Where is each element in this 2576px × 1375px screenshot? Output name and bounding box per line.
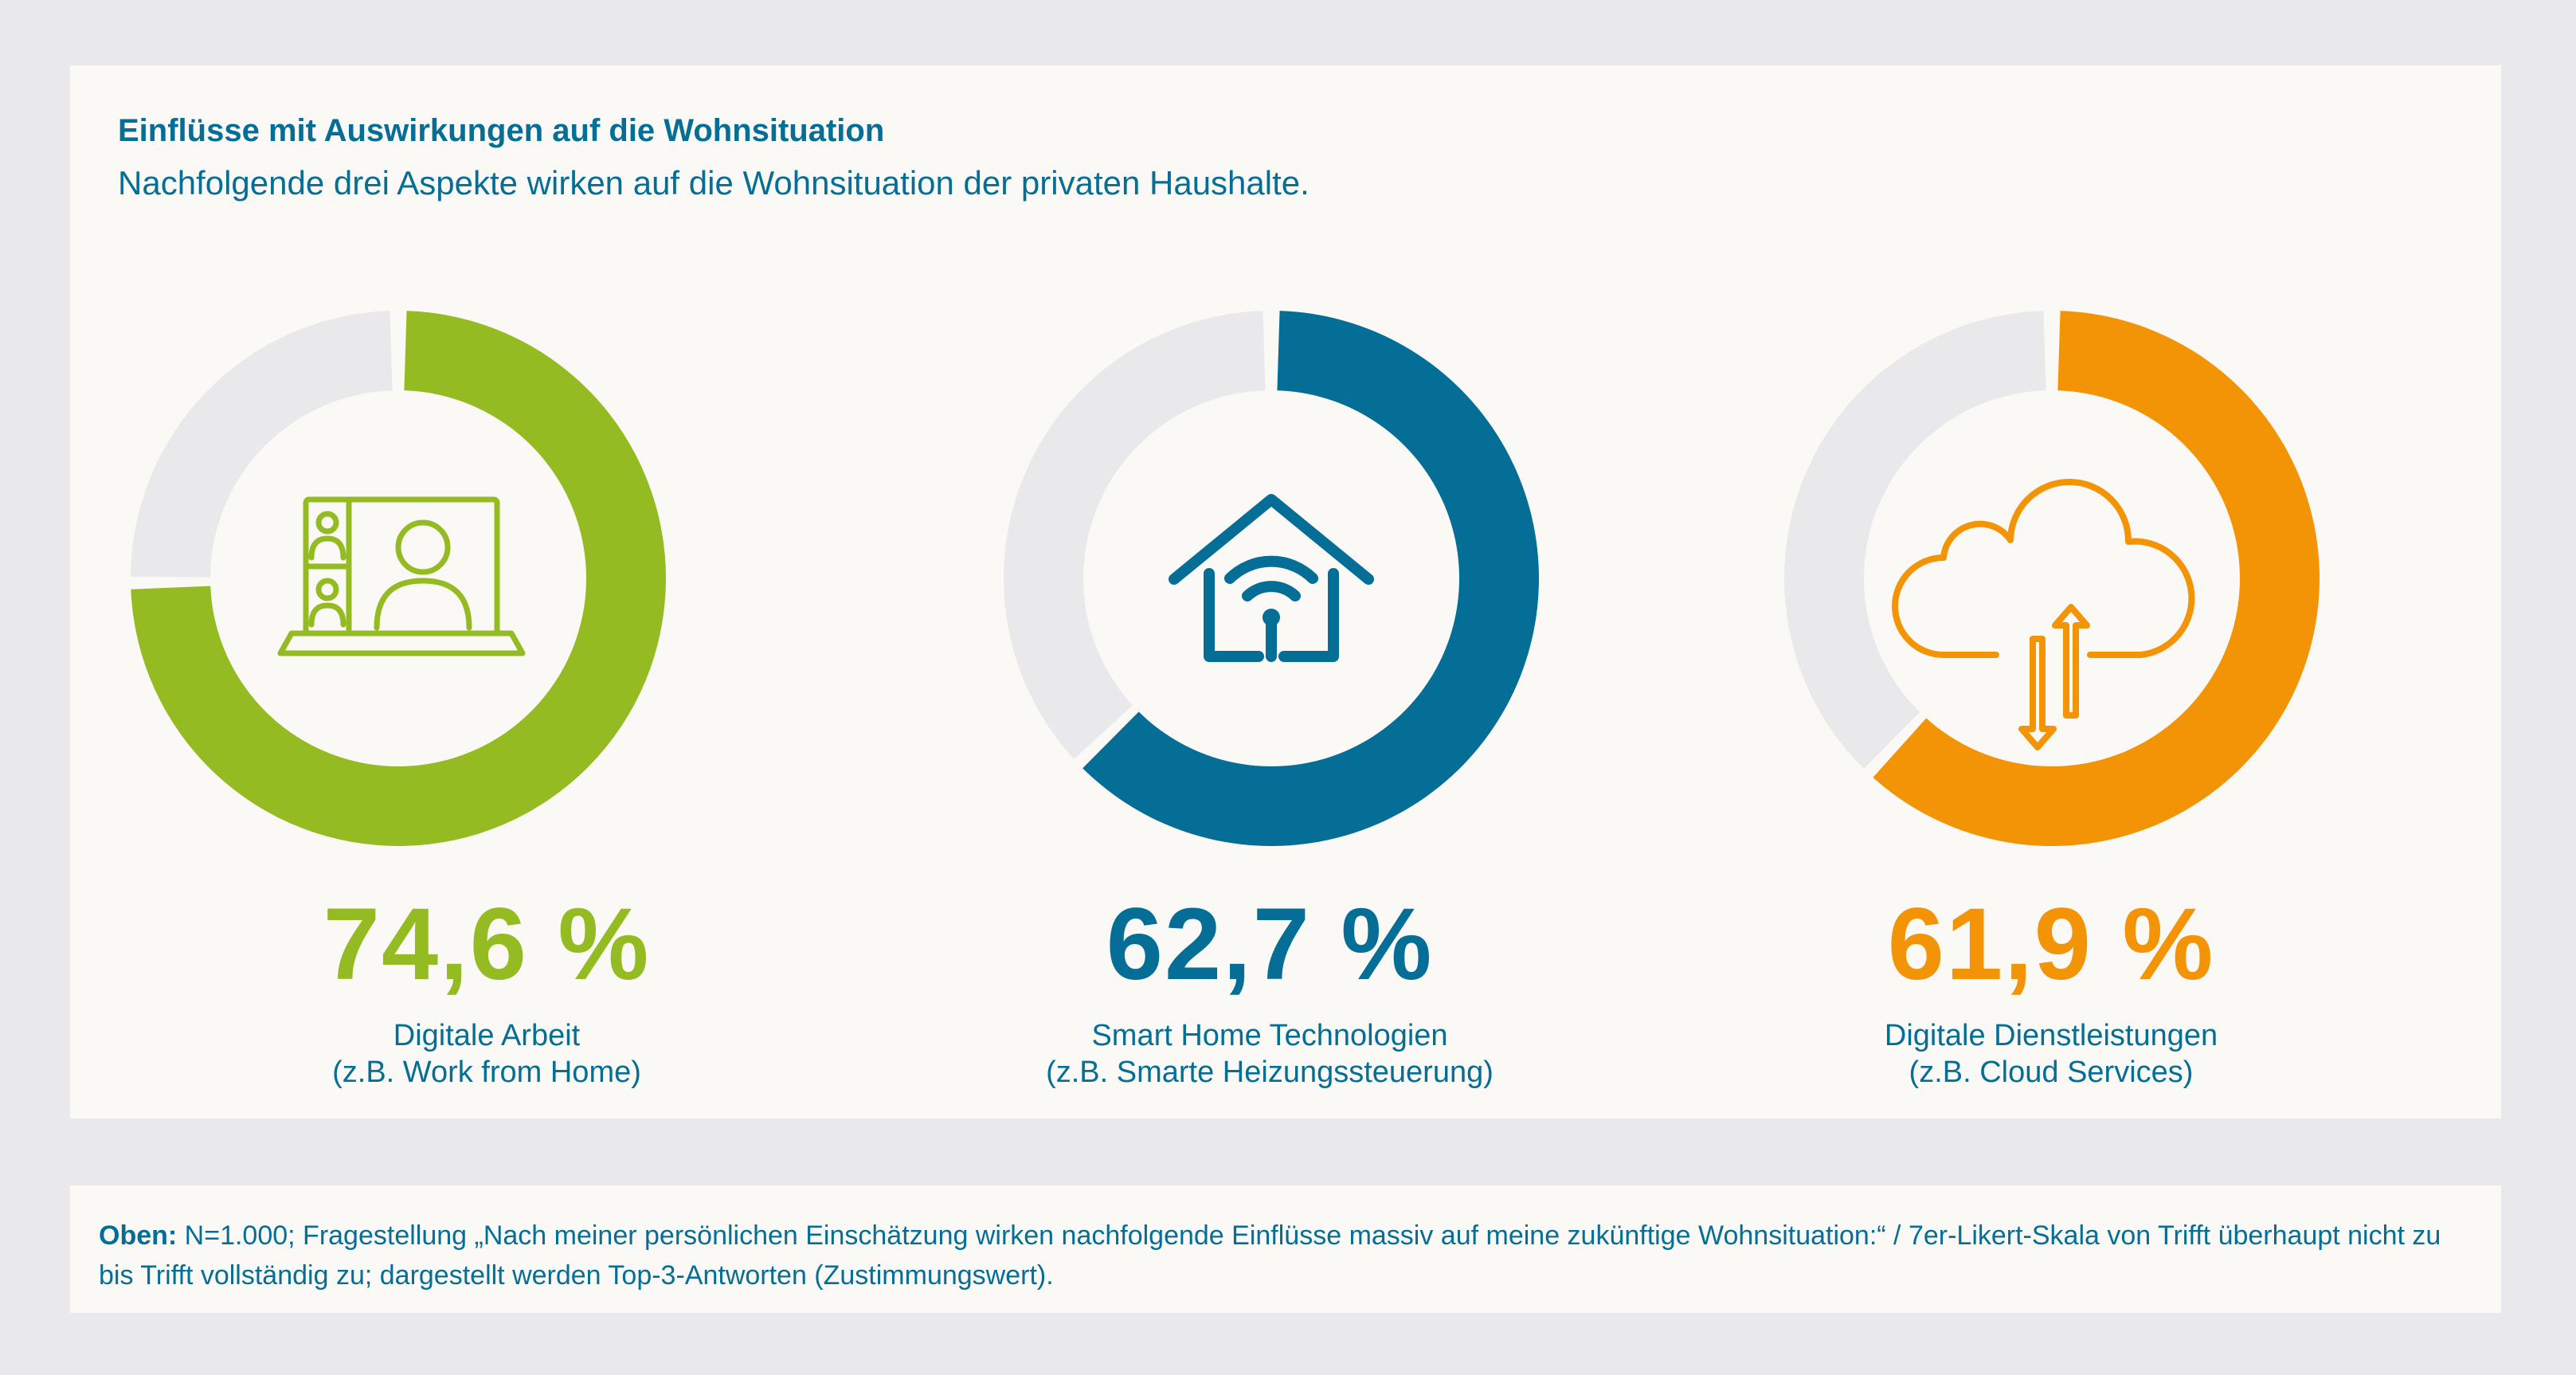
donut-track-digital-work <box>131 311 393 578</box>
donut-segment-digital-work <box>131 311 667 847</box>
footnote-prefix: Oben: <box>99 1220 178 1251</box>
donut-segment-digital-services <box>1873 311 2320 847</box>
category-label-digital-work: Digitale Arbeit (z.B. Work from Home) <box>184 1017 789 1091</box>
category-label-line2: (z.B. Work from Home) <box>332 1056 641 1089</box>
category-label-line1: Digitale Dienstleistungen <box>1884 1019 2218 1052</box>
category-label-line2: (z.B. Smarte Heizungssteuerung) <box>1046 1056 1494 1089</box>
category-label-line2: (z.B. Cloud Services) <box>1909 1056 2194 1089</box>
value-label-digital-services: 61,9 % <box>1887 887 2215 1001</box>
laptop-video-call-icon <box>277 496 526 656</box>
donut-charts <box>131 311 2320 847</box>
footnote-text: N=1.000; Fragestellung „Nach meiner pers… <box>99 1220 2441 1291</box>
chart-title: Einflüsse mit Auswirkungen auf die Wohns… <box>118 113 885 148</box>
cloud-transfer-icon <box>1892 479 2195 750</box>
donut-track-smart-home <box>1004 311 1266 759</box>
chart-card: Einflüsse mit Auswirkungen auf die Wohns… <box>70 65 2501 1118</box>
value-label-digital-work: 74,6 % <box>323 887 651 1001</box>
donut-segment-smart-home <box>1082 311 1539 847</box>
smart-home-icon <box>1169 494 1374 662</box>
chart-subtitle: Nachfolgende drei Aspekte wirken auf die… <box>118 164 1310 202</box>
footnote: Oben: N=1.000; Fragestellung „Nach meine… <box>70 1185 2501 1313</box>
category-label-digital-services: Digitale Dienstleistungen (z.B. Cloud Se… <box>1748 1017 2354 1091</box>
category-label-line1: Smart Home Technologien <box>1091 1019 1448 1052</box>
donut-track-digital-services <box>1784 311 2046 770</box>
category-label-smart-home: Smart Home Technologien (z.B. Smarte Hei… <box>967 1017 1572 1091</box>
category-label-line1: Digitale Arbeit <box>393 1019 581 1052</box>
value-label-smart-home: 62,7 % <box>1106 887 1434 1001</box>
